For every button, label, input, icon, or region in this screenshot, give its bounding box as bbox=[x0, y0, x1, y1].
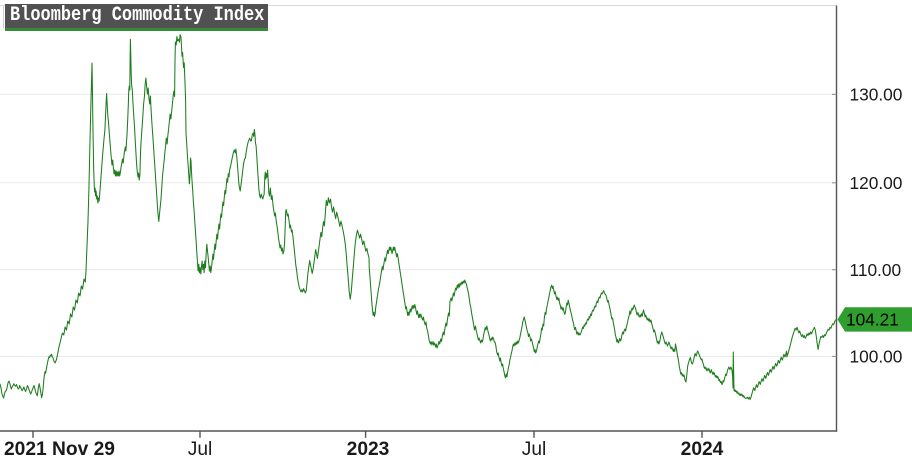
svg-text:100.00: 100.00 bbox=[850, 347, 903, 367]
svg-text:104.21: 104.21 bbox=[846, 310, 899, 330]
svg-text:2021 Nov 29: 2021 Nov 29 bbox=[4, 439, 115, 460]
svg-text:110.00: 110.00 bbox=[850, 260, 902, 280]
svg-text:2024: 2024 bbox=[681, 439, 724, 460]
svg-text:120.00: 120.00 bbox=[850, 173, 903, 193]
svg-text:2023: 2023 bbox=[347, 439, 390, 460]
svg-text:130.00: 130.00 bbox=[850, 85, 903, 105]
svg-text:Jul: Jul bbox=[188, 439, 213, 460]
svg-text:Jul: Jul bbox=[522, 439, 547, 460]
